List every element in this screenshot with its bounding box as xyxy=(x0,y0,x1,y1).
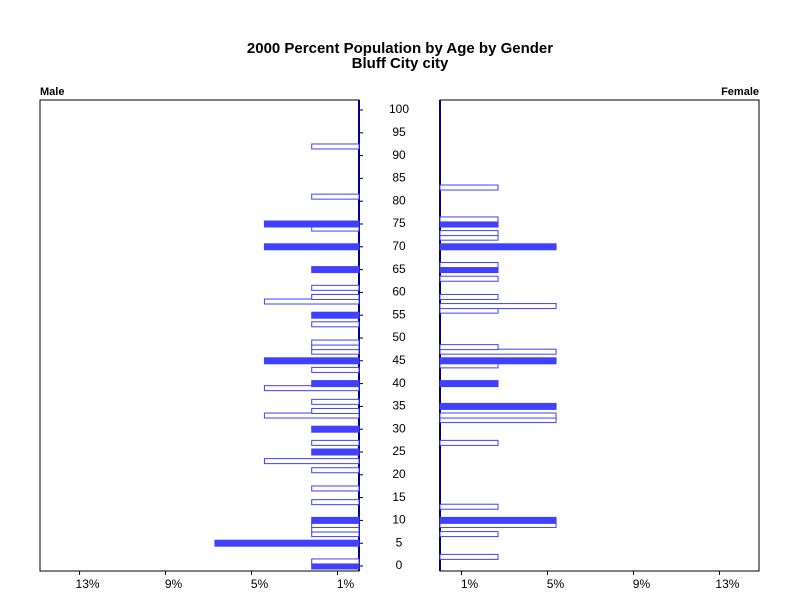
bar xyxy=(311,558,360,565)
bar xyxy=(439,293,499,300)
x-tick-label: 1% xyxy=(337,577,355,591)
x-tick-label: 1% xyxy=(461,577,479,591)
bar xyxy=(439,303,557,310)
y-tick-label: 5 xyxy=(396,535,403,549)
y-tick-label: 20 xyxy=(392,467,406,481)
bar xyxy=(439,184,499,191)
bar xyxy=(311,380,360,388)
panel-label: Female xyxy=(721,86,759,98)
bar xyxy=(214,539,360,547)
y-tick-label: 35 xyxy=(392,399,406,413)
y-tick-label: 55 xyxy=(392,307,406,321)
bar xyxy=(263,220,360,228)
bar xyxy=(311,467,360,474)
y-tick-label: 10 xyxy=(392,513,406,527)
y-tick-label: 85 xyxy=(392,171,406,185)
y-tick-label: 60 xyxy=(392,285,406,299)
y-tick-label: 0 xyxy=(396,558,403,572)
bar xyxy=(439,503,499,510)
bar xyxy=(311,407,360,414)
x-tick-label: 9% xyxy=(165,577,183,591)
bar xyxy=(311,284,360,291)
bar xyxy=(439,262,499,269)
chart-title: 2000 Percent Population by Age by Gender xyxy=(247,40,553,57)
x-tick-label: 9% xyxy=(633,577,651,591)
y-tick-label: 25 xyxy=(392,444,406,458)
y-tick-label: 45 xyxy=(392,353,406,367)
bar xyxy=(311,398,360,405)
bar xyxy=(263,243,360,251)
bar xyxy=(439,402,557,410)
bar xyxy=(439,412,557,419)
y-tick-label: 50 xyxy=(392,330,406,344)
bar xyxy=(311,311,360,319)
bar xyxy=(311,499,360,506)
x-tick-label: 13% xyxy=(76,577,100,591)
bar xyxy=(439,357,557,365)
panel-label: Male xyxy=(40,86,64,98)
bar xyxy=(439,216,499,223)
bar xyxy=(311,425,360,433)
x-tick-label: 13% xyxy=(715,577,739,591)
y-tick-label: 40 xyxy=(392,376,406,390)
bar xyxy=(311,485,360,492)
bar xyxy=(439,553,499,560)
bar xyxy=(311,366,360,373)
y-tick-label: 30 xyxy=(392,421,406,435)
chart-subtitle: Bluff City city xyxy=(352,55,449,72)
bar xyxy=(311,339,360,346)
y-tick-label: 70 xyxy=(392,239,406,253)
bar xyxy=(311,293,360,300)
bar xyxy=(311,439,360,446)
female-panel xyxy=(439,99,760,572)
bar xyxy=(439,230,499,237)
bar xyxy=(311,143,360,150)
bar xyxy=(439,275,499,282)
bar xyxy=(311,448,360,456)
bar xyxy=(439,516,557,524)
y-tick-label: 75 xyxy=(392,216,406,230)
bar xyxy=(311,266,360,274)
y-tick-label: 95 xyxy=(392,125,406,139)
y-tick-label: 100 xyxy=(389,102,409,116)
y-tick-label: 80 xyxy=(392,193,406,207)
bar xyxy=(439,243,557,251)
male-panel xyxy=(39,99,360,572)
bar xyxy=(311,193,360,200)
bar xyxy=(439,439,499,446)
y-tick-label: 15 xyxy=(392,490,406,504)
y-tick-label: 65 xyxy=(392,262,406,276)
x-tick-label: 5% xyxy=(251,577,269,591)
bar xyxy=(439,380,499,388)
bar xyxy=(263,357,360,365)
bar xyxy=(439,531,499,538)
bar xyxy=(311,321,360,328)
bar xyxy=(263,458,360,465)
bar xyxy=(311,516,360,524)
x-tick-label: 5% xyxy=(547,577,565,591)
bar xyxy=(439,344,499,351)
y-tick-label: 90 xyxy=(392,148,406,162)
